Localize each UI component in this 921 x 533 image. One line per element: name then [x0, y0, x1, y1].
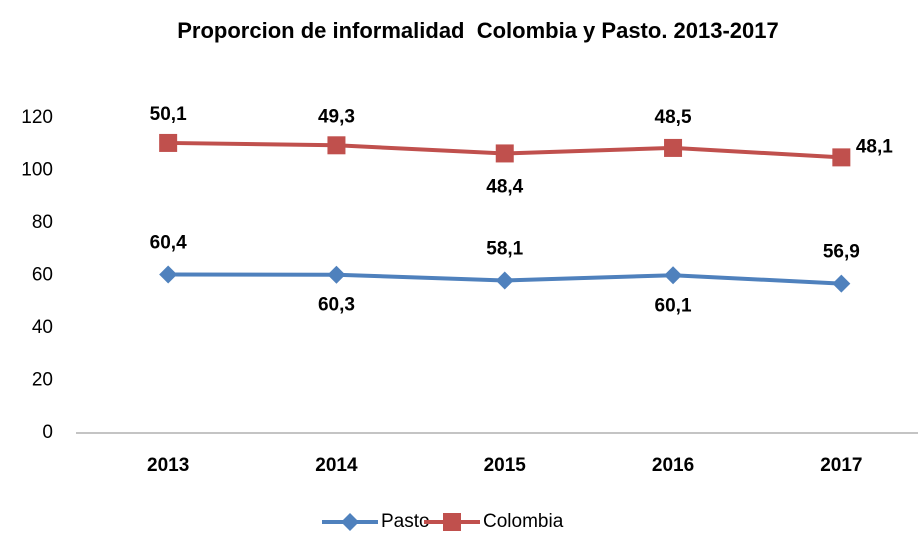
point-marker — [664, 266, 683, 285]
legend-marker — [443, 513, 461, 531]
point-marker — [159, 133, 178, 152]
data-label: 48,1 — [856, 136, 893, 157]
y-tick-label: 40 — [32, 317, 53, 338]
legend-label: Colombia — [483, 511, 564, 532]
data-label: 60,3 — [318, 295, 355, 316]
point-marker — [664, 138, 683, 157]
y-tick-label: 20 — [32, 370, 53, 391]
point-marker — [327, 265, 346, 284]
data-label: 56,9 — [823, 242, 860, 263]
data-label: 60,1 — [655, 295, 692, 316]
data-label: 58,1 — [486, 239, 523, 260]
y-tick-label: 60 — [32, 265, 53, 286]
x-tick-label: 2013 — [147, 455, 189, 476]
data-label: 60,4 — [150, 232, 187, 253]
point-marker — [159, 265, 178, 284]
data-label: 49,3 — [318, 106, 355, 127]
point-marker — [495, 144, 514, 163]
x-tick-label: 2014 — [315, 455, 358, 476]
data-label: 50,1 — [150, 104, 187, 125]
x-tick-label: 2015 — [484, 455, 527, 476]
legend-label: Pasto — [381, 511, 430, 532]
y-tick-label: 0 — [42, 422, 53, 443]
point-marker — [832, 148, 851, 167]
chart-title: Proporcion de informalidad Colombia y Pa… — [177, 18, 779, 43]
x-tick-label: 2017 — [820, 455, 862, 476]
data-label: 48,4 — [486, 176, 523, 197]
x-tick-label: 2016 — [652, 455, 694, 476]
y-tick-label: 100 — [21, 160, 53, 181]
point-marker — [327, 136, 346, 155]
point-marker — [832, 274, 851, 293]
y-tick-label: 80 — [32, 212, 53, 233]
point-marker — [495, 271, 514, 290]
legend-marker — [341, 513, 359, 531]
y-tick-label: 120 — [21, 107, 53, 128]
data-label: 48,5 — [655, 107, 692, 128]
